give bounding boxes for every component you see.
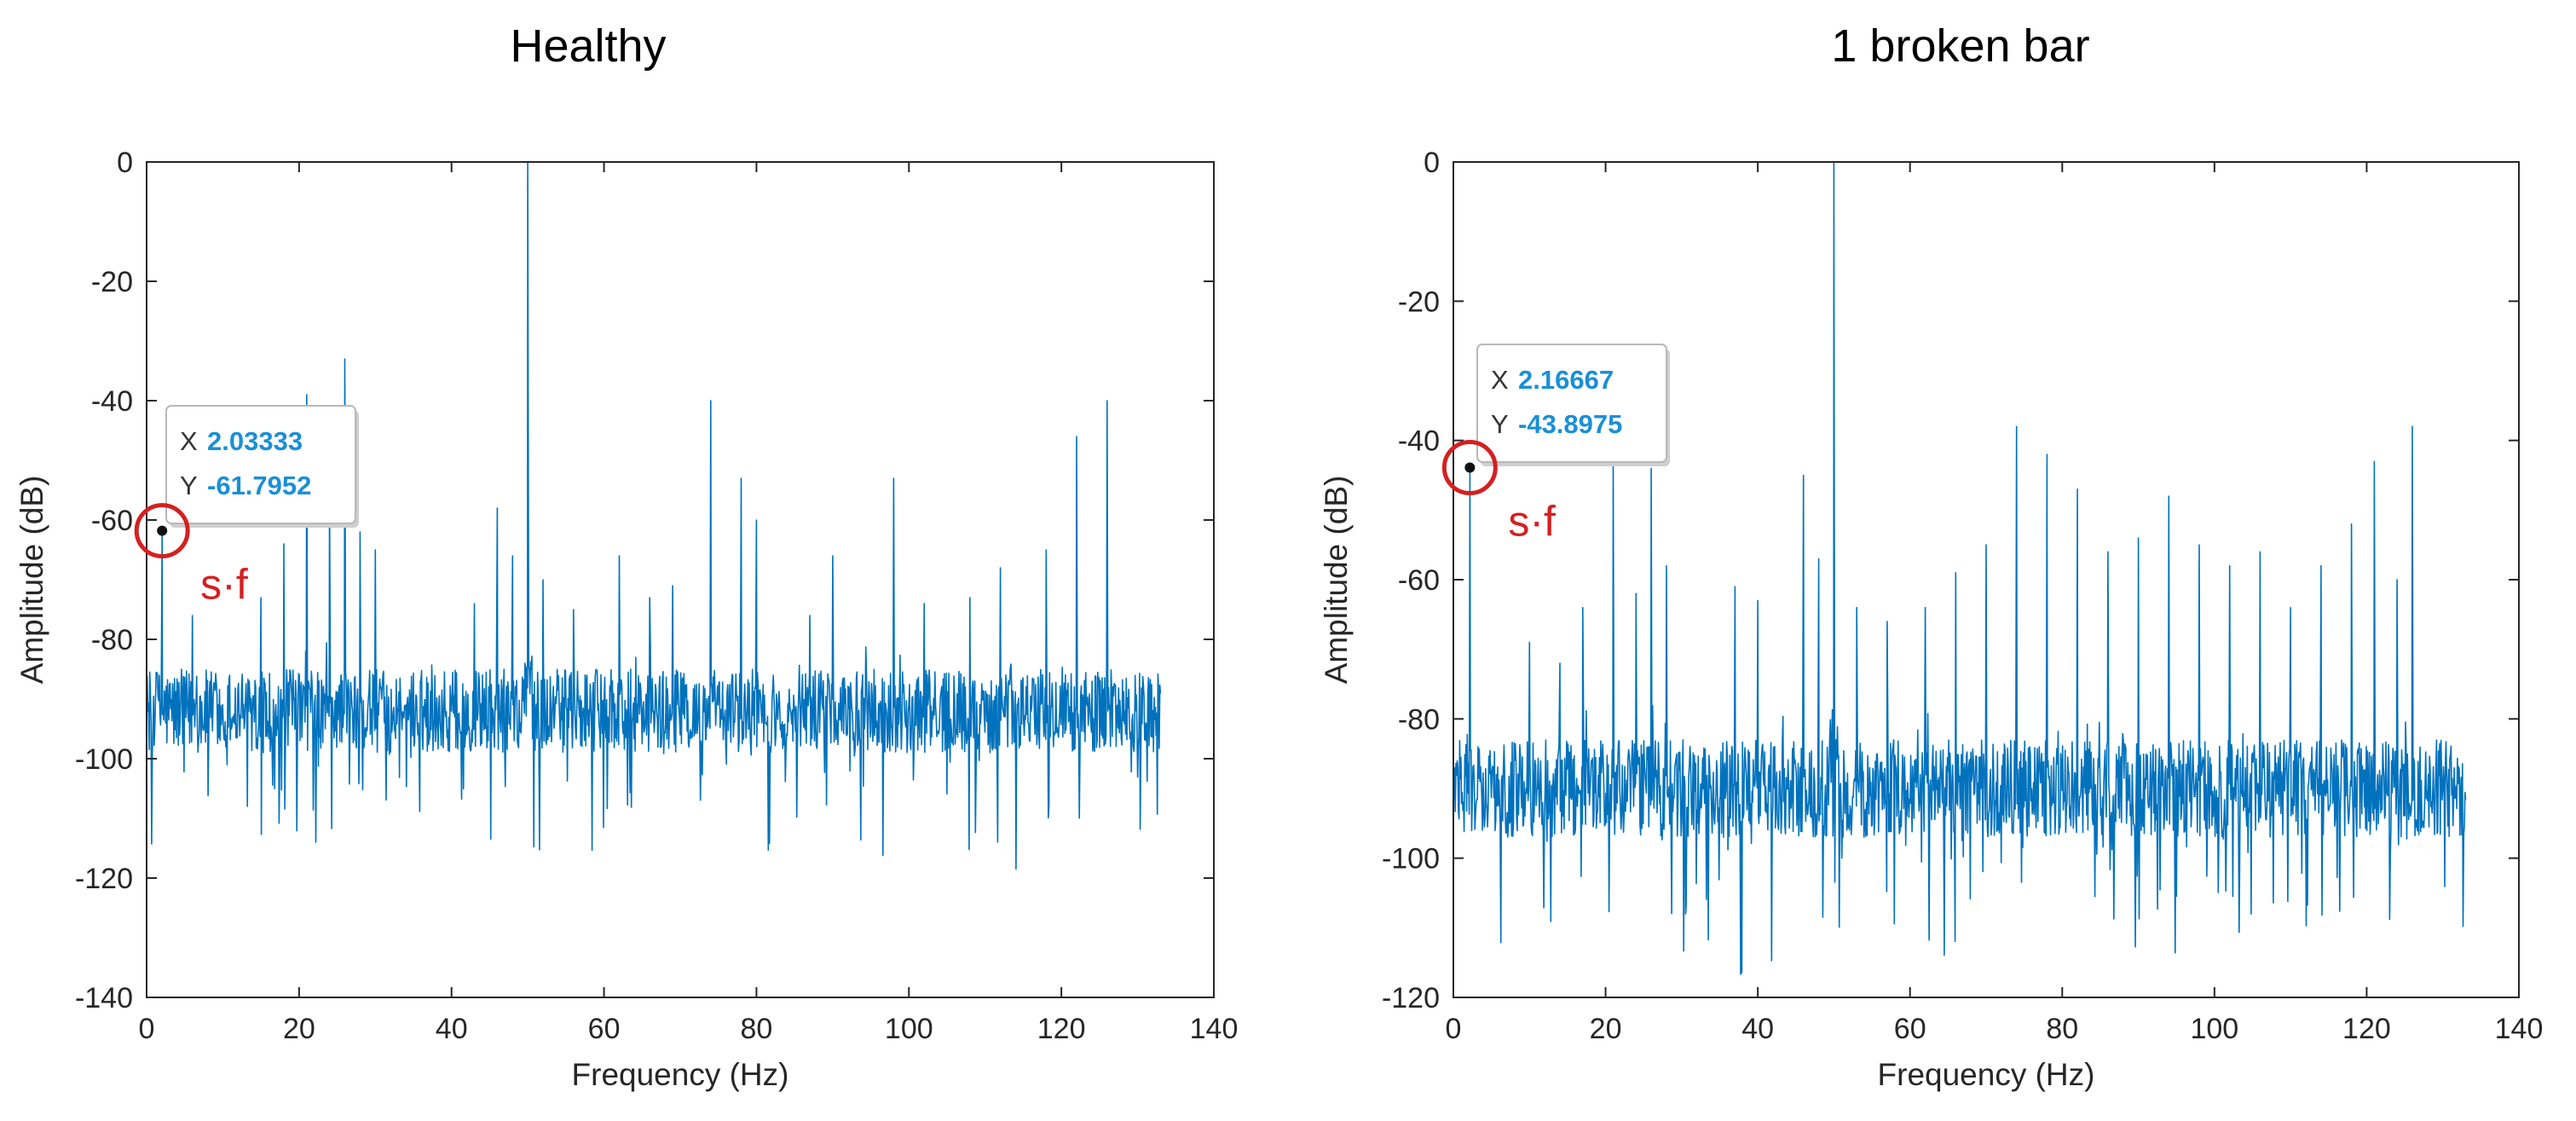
chart-1: Healthy 0 20 40 60 80 100 120 140 0 -20 -40 -60 -80 -1… — [14, 20, 1238, 1092]
x-tick-label: 140 — [2495, 1013, 2544, 1045]
datatip-y-label: Y — [180, 471, 198, 500]
y-tick-label: -80 — [91, 624, 133, 656]
y-tick-label: -60 — [91, 505, 133, 537]
datatip-y-value: -43.8975 — [1518, 409, 1622, 439]
y-tick-label: -40 — [91, 385, 133, 418]
chart-title: Healthy — [510, 20, 666, 72]
chart-title: 1 broken bar — [1831, 20, 2089, 72]
y-tick-label: -80 — [1398, 703, 1440, 736]
x-tick-label: 20 — [1590, 1013, 1622, 1045]
x-tick-label: 0 — [139, 1013, 155, 1045]
datatip-marker[interactable] — [157, 525, 168, 536]
highlight-circle — [1441, 439, 1498, 495]
plot-area — [147, 162, 1214, 997]
spectrum-line — [1453, 161, 2467, 975]
x-tick-label: 140 — [1190, 1013, 1239, 1045]
y-tick-label: 0 — [117, 147, 133, 179]
x-axis-label: Frequency (Hz) — [1878, 1057, 2095, 1092]
x-tick-label: 0 — [1446, 1013, 1462, 1045]
x-tick-label: 80 — [2046, 1013, 2078, 1045]
y-tick-label: -100 — [1382, 843, 1440, 875]
y-tick-label: -120 — [1382, 982, 1440, 1014]
y-tick-label: -40 — [1398, 425, 1440, 458]
datatip-y-value: -61.7952 — [207, 471, 311, 500]
y-tick-label: -60 — [1398, 564, 1440, 597]
datatip-x-value: 2.03333 — [207, 426, 303, 456]
x-tick-label: 120 — [1037, 1013, 1086, 1045]
x-tick-label: 40 — [436, 1013, 468, 1045]
y-tick-label: -100 — [75, 743, 133, 776]
x-tick-label: 100 — [2190, 1013, 2238, 1045]
axes-box — [146, 161, 1215, 998]
y-tick-label: -120 — [75, 863, 133, 895]
y-tick-label: -140 — [75, 982, 133, 1014]
datatip-y-label: Y — [1491, 409, 1509, 439]
sf-annotation: s·f — [1508, 497, 1556, 545]
x-tick-label: 40 — [1741, 1013, 1774, 1045]
sf-annotation: s·f — [200, 561, 248, 609]
spectrum-line — [146, 161, 1162, 870]
x-axis-label: Frequency (Hz) — [572, 1057, 789, 1092]
datatip-box[interactable] — [1476, 344, 1667, 463]
y-tick-label: -20 — [91, 266, 133, 298]
datatip-x-label: X — [1491, 365, 1509, 395]
chart-2: 1 broken bar 0 20 40 60 80 100 120 140 0 -20 -40 -60… — [1319, 20, 2543, 1092]
datatip-box[interactable] — [165, 405, 356, 524]
datatip-x-value: 2.16667 — [1518, 365, 1614, 395]
x-tick-label: 80 — [741, 1013, 773, 1045]
x-tick-label: 20 — [283, 1013, 315, 1045]
y-axis-label: Amplitude (dB) — [1319, 476, 1354, 685]
datatip-marker[interactable] — [1464, 462, 1476, 473]
x-tick-label: 60 — [1894, 1013, 1926, 1045]
x-tick-label: 120 — [2342, 1013, 2391, 1045]
y-tick-label: 0 — [1424, 147, 1440, 179]
highlight-circle — [134, 503, 190, 559]
x-tick-label: 100 — [885, 1013, 933, 1045]
y-axis-label: Amplitude (dB) — [14, 476, 49, 685]
datatip-x-label: X — [180, 426, 198, 456]
y-tick-label: -20 — [1398, 286, 1440, 318]
x-tick-label: 60 — [588, 1013, 621, 1045]
